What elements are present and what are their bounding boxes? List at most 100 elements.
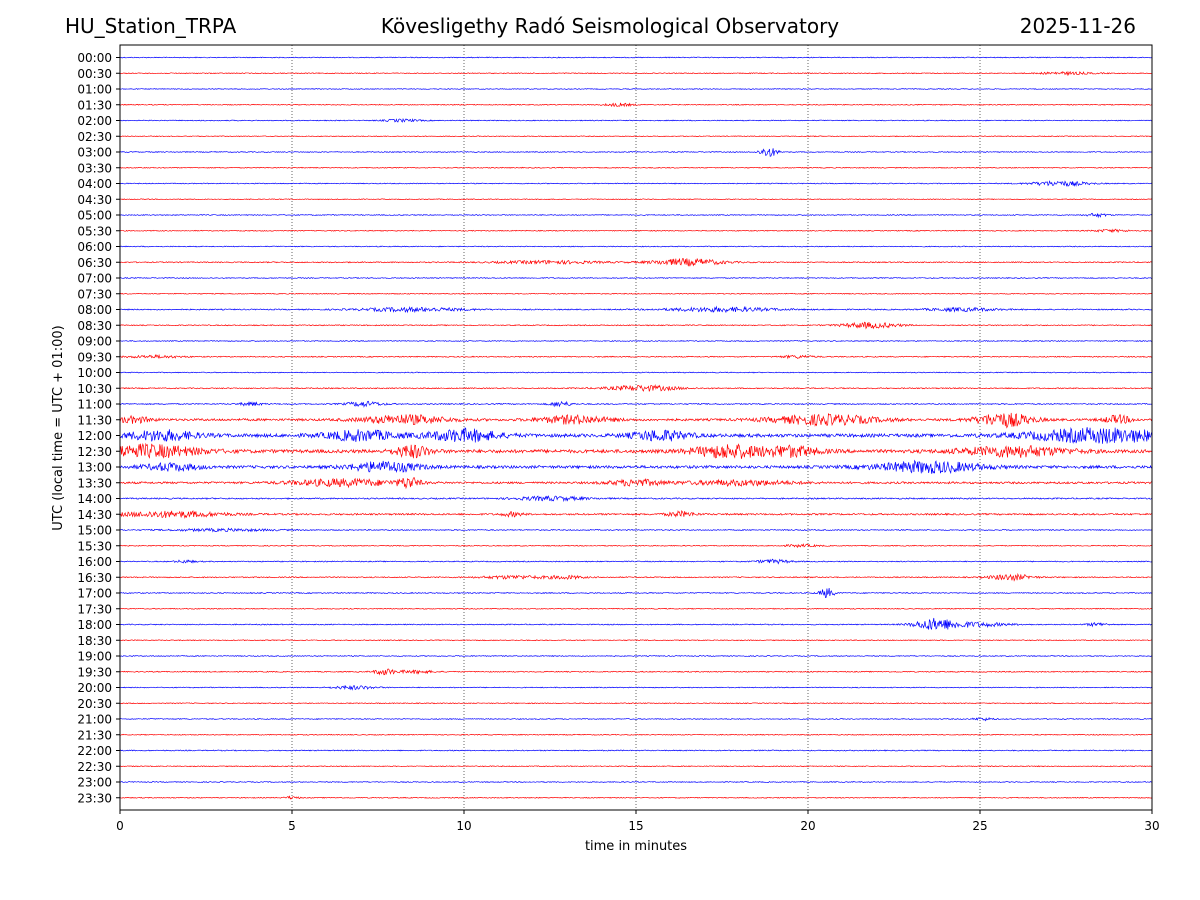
y-tick-label: 02:00 [77,114,112,128]
trace-0630 [119,258,1153,267]
trace-2030 [119,702,1153,705]
trace-0330 [119,166,1153,169]
y-tick-label: 08:30 [77,319,112,333]
y-tick-label: 13:00 [77,461,112,475]
trace-0130 [119,102,1153,108]
y-tick-label: 05:00 [77,209,112,223]
trace-0200 [119,117,1153,123]
trace-1430 [119,510,1153,519]
y-tick-label: 19:00 [77,650,112,664]
y-tick-label: 00:30 [77,67,112,81]
trace-0730 [119,292,1153,295]
y-tick-label: 22:30 [77,760,112,774]
trace-1500 [119,527,1153,533]
y-tick-label: 20:00 [77,681,112,695]
x-tick-label: 15 [628,819,643,833]
trace-1230 [119,442,1153,459]
trace-1900 [119,655,1153,657]
trace-0030 [119,70,1153,77]
trace-1100 [119,400,1153,408]
trace-0800 [119,305,1153,314]
y-tick-label: 23:30 [77,791,112,805]
y-tick-label: 00:00 [77,51,112,65]
trace-0700 [119,277,1153,279]
y-tick-label: 04:30 [77,193,112,207]
x-tick-label: 30 [1144,819,1159,833]
y-tick-label: 03:30 [77,161,112,175]
trace-2300 [119,781,1153,783]
trace-1000 [119,371,1153,374]
x-tick-label: 5 [288,819,296,833]
y-tick-label: 15:00 [77,524,112,538]
y-tick-label: 11:00 [77,398,112,412]
x-tick-label: 10 [456,819,471,833]
trace-0500 [119,212,1153,219]
y-tick-label: 17:30 [77,602,112,616]
y-tick-label: 01:30 [77,98,112,112]
trace-1300 [119,459,1153,475]
y-tick-label: 20:30 [77,697,112,711]
trace-2000 [119,685,1153,691]
x-axis-label: time in minutes [585,839,687,854]
observatory-title: Kövesligethy Radó Seismological Observat… [380,14,840,38]
trace-0300 [119,148,1153,157]
trace-2230 [119,765,1153,768]
trace-0100 [119,88,1153,90]
trace-1730 [119,607,1153,610]
trace-1800 [119,617,1153,631]
grid-lines [291,45,981,810]
x-tick-label: 25 [972,819,987,833]
trace-1200 [119,427,1153,444]
y-tick-label: 07:30 [77,287,112,301]
trace-1830 [119,639,1153,642]
y-tick-label: 16:00 [77,555,112,569]
y-axis-label: UTC (local time = UTC + 01:00) [51,325,66,530]
trace-0600 [119,245,1153,248]
y-tick-label: 06:00 [77,240,112,254]
station-name: HU_Station_TRPA [65,14,237,38]
y-tick-label: 13:30 [77,476,112,490]
trace-1330 [119,477,1153,490]
y-tick-label: 05:30 [77,224,112,238]
seismic-traces [119,56,1153,800]
trace-1530 [119,543,1153,549]
trace-1400 [119,495,1153,503]
x-axis-ticks: 0 5 10 15 20 25 30 [116,810,1160,833]
trace-0900 [119,340,1153,342]
y-tick-label: 07:00 [77,272,112,286]
y-tick-label: 23:00 [77,776,112,790]
y-tick-label: 21:00 [77,713,112,727]
trace-0230 [119,135,1153,138]
trace-0830 [119,321,1153,330]
y-tick-label: 22:00 [77,744,112,758]
trace-1030 [119,383,1153,392]
trace-2100 [119,716,1153,722]
y-tick-label: 11:30 [77,413,112,427]
y-tick-label: 01:00 [77,83,112,97]
trace-1630 [120,572,1153,582]
trace-2130 [119,733,1153,736]
y-tick-label: 18:30 [77,634,112,648]
y-tick-label: 18:00 [77,618,112,632]
date-label: 2025-11-26 [1019,14,1136,38]
y-tick-label: 12:30 [77,445,112,459]
y-tick-label: 14:30 [77,508,112,522]
y-tick-label: 06:30 [77,256,112,270]
y-tick-label: 14:00 [77,492,112,506]
y-tick-label: 12:00 [77,429,112,443]
trace-0930 [119,353,1153,360]
trace-0400 [119,180,1153,187]
trace-2200 [119,749,1153,752]
y-tick-label: 03:00 [77,146,112,160]
trace-0000 [119,56,1152,59]
trace-0430 [119,198,1153,201]
y-tick-label: 02:30 [77,130,112,144]
y-tick-label: 17:00 [77,587,112,601]
x-tick-label: 20 [800,819,815,833]
trace-0530 [119,228,1153,234]
y-tick-label: 10:30 [77,382,112,396]
y-tick-label: 19:30 [77,665,112,679]
y-tick-label: 09:30 [77,350,112,364]
